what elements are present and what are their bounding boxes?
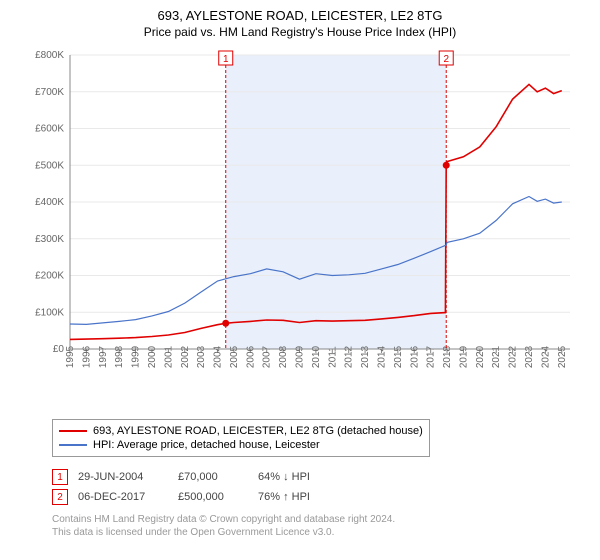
marker-value: £70,000 <box>178 471 258 483</box>
svg-text:2: 2 <box>443 54 449 65</box>
svg-text:£600K: £600K <box>35 124 64 135</box>
svg-text:1: 1 <box>223 54 229 65</box>
chart-title: 693, AYLESTONE ROAD, LEICESTER, LE2 8TG <box>12 8 588 23</box>
marker-date: 06-DEC-2017 <box>78 491 178 503</box>
legend-row: HPI: Average price, detached house, Leic… <box>59 438 423 452</box>
svg-text:£300K: £300K <box>35 234 64 245</box>
chart-plot: £0 £100K £200K £300K £400K £500K £600K £700K £80… <box>20 49 580 389</box>
marker-value: £500,000 <box>178 491 258 503</box>
footer-line-2: This data is licensed under the Open Gov… <box>52 526 588 539</box>
legend-box: 693, AYLESTONE ROAD, LEICESTER, LE2 8TG … <box>52 419 430 457</box>
svg-text:£800K: £800K <box>35 50 64 61</box>
svg-text:£700K: £700K <box>35 87 64 98</box>
svg-text:£200K: £200K <box>35 271 64 282</box>
footer-line-1: Contains HM Land Registry data © Crown c… <box>52 513 588 526</box>
svg-text:£0: £0 <box>53 344 65 355</box>
marker-date: 29-JUN-2004 <box>78 471 178 483</box>
marker-index-box: 2 <box>52 489 68 505</box>
marker-pct: 76% ↑ HPI <box>258 491 358 503</box>
legend-label: HPI: Average price, detached house, Leic… <box>93 439 320 451</box>
legend-swatch <box>59 444 87 446</box>
footer-note: Contains HM Land Registry data © Crown c… <box>52 513 588 539</box>
chart-container: 693, AYLESTONE ROAD, LEICESTER, LE2 8TG … <box>0 0 600 547</box>
marker-pct: 64% ↓ HPI <box>258 471 358 483</box>
svg-text:£500K: £500K <box>35 160 64 171</box>
legend-row: 693, AYLESTONE ROAD, LEICESTER, LE2 8TG … <box>59 424 423 438</box>
svg-text:£100K: £100K <box>35 307 64 318</box>
chart-subtitle: Price paid vs. HM Land Registry's House … <box>12 25 588 39</box>
marker-table: 1 29-JUN-2004£70,00064% ↓ HPI 2 06-DEC-2017… <box>52 469 588 505</box>
marker-index-box: 1 <box>52 469 68 485</box>
svg-text:£400K: £400K <box>35 197 64 208</box>
legend-label: 693, AYLESTONE ROAD, LEICESTER, LE2 8TG … <box>93 425 423 437</box>
legend-swatch <box>59 430 87 432</box>
